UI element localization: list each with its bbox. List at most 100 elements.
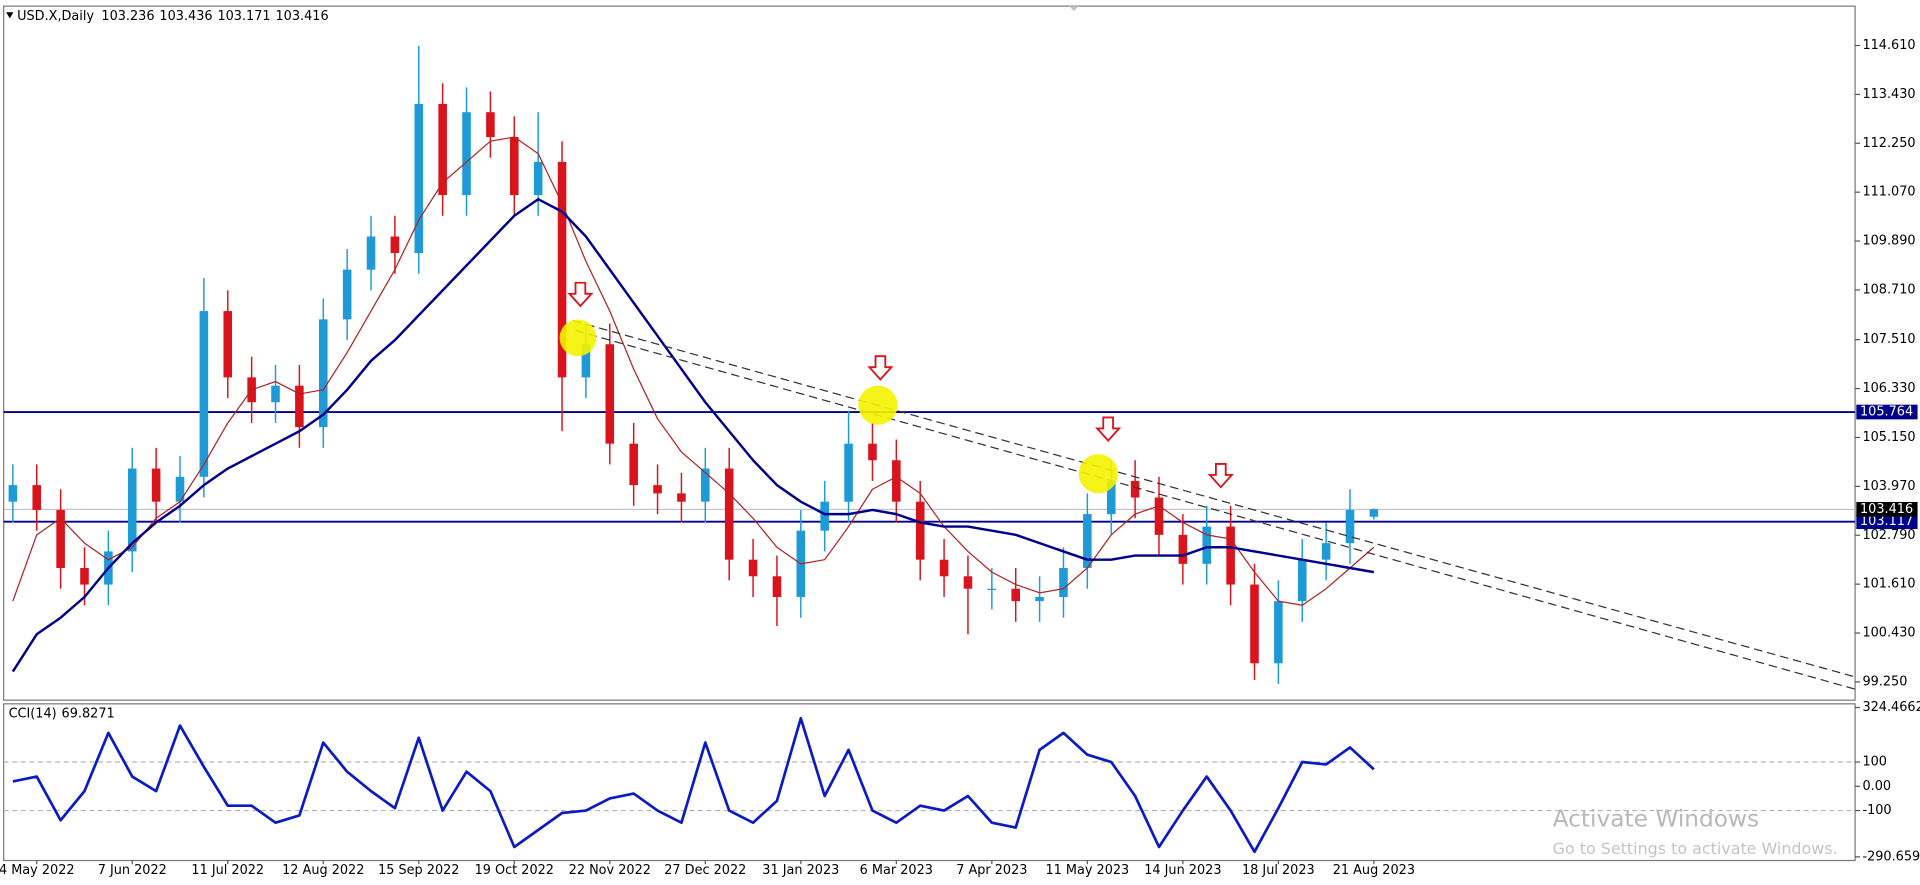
y-tick-label: 109.890 xyxy=(1862,234,1915,249)
candle-body xyxy=(892,460,901,502)
y-tick-label: -290.6597 xyxy=(1862,849,1920,864)
candle-body xyxy=(939,559,949,577)
x-tick-label: 18 Jul 2023 xyxy=(1242,863,1315,878)
x-tick-label: 31 Jan 2023 xyxy=(762,863,839,878)
candle-body xyxy=(533,161,543,196)
candle-body xyxy=(1274,601,1283,664)
candle-body xyxy=(820,501,829,531)
candle-body xyxy=(1178,534,1188,564)
watermark-title: Activate Windows xyxy=(1553,806,1760,833)
price-label: 103.416 xyxy=(1860,502,1913,517)
candle-body xyxy=(1106,480,1116,515)
candle-body xyxy=(677,493,686,502)
ohlc-high: 103.436 xyxy=(159,8,212,23)
cci-panel xyxy=(3,703,1856,862)
candle-body xyxy=(438,103,447,196)
y-tick-label: 103.970 xyxy=(1862,479,1915,494)
x-tick-label: 14 Jun 2023 xyxy=(1144,863,1221,878)
candle-body xyxy=(1226,526,1235,585)
highlight-circle xyxy=(858,385,898,425)
y-tick-label: 105.150 xyxy=(1862,430,1915,445)
candle-body xyxy=(724,468,734,560)
y-tick-label: 100 xyxy=(1862,755,1887,770)
candle-body xyxy=(701,468,710,502)
candle-body xyxy=(772,576,782,597)
ohlc-low: 103.171 xyxy=(217,8,270,23)
y-tick-label: 101.610 xyxy=(1862,577,1915,592)
y-tick-label: 100.430 xyxy=(1862,626,1915,641)
y-tick-label: 0.00 xyxy=(1862,779,1891,794)
line-series xyxy=(12,716,1375,854)
y-tick-label: 107.510 xyxy=(1862,332,1915,347)
y-tick-label: 106.330 xyxy=(1862,381,1915,396)
candle-body xyxy=(1321,543,1331,560)
candle-body xyxy=(629,443,638,486)
trend-line xyxy=(572,320,1856,678)
candle-body xyxy=(1035,596,1044,602)
highlight-circle xyxy=(559,319,597,357)
highlight-circle xyxy=(1078,454,1118,494)
y-tick-label: -100 xyxy=(1862,803,1891,818)
y-tick-label: 99.250 xyxy=(1862,674,1907,689)
x-tick-label: 15 Sep 2022 xyxy=(378,863,459,878)
candle-body xyxy=(1345,509,1355,544)
price-label-box xyxy=(1856,501,1918,517)
candle-body xyxy=(1059,567,1068,597)
watermark-subtitle: Go to Settings to activate Windows. xyxy=(1553,839,1838,858)
candle-body xyxy=(1011,588,1020,602)
x-tick-label: 12 Aug 2022 xyxy=(282,863,364,878)
y-tick-label: 111.070 xyxy=(1862,185,1915,200)
x-tick-label: 7 Apr 2023 xyxy=(956,863,1027,878)
line-series xyxy=(11,197,1375,673)
candle-body xyxy=(414,103,424,254)
level-label: 103.117 xyxy=(1860,514,1913,529)
candle-body xyxy=(32,485,42,510)
candle-body xyxy=(462,112,471,196)
annotations xyxy=(559,281,1856,690)
candle-body xyxy=(295,385,304,428)
level-label: 105.764 xyxy=(1860,405,1913,420)
x-tick-label: 4 May 2022 xyxy=(0,863,75,878)
candle-body xyxy=(963,576,973,589)
y-tick-label: 108.710 xyxy=(1862,282,1915,297)
candle-body xyxy=(342,269,352,320)
down-arrow xyxy=(867,355,894,381)
x-tick-label: 22 Nov 2022 xyxy=(569,863,651,878)
chart-header: USD.X,Daily 103.236 103.436 103.171 103.416 xyxy=(17,8,328,23)
candle-body xyxy=(127,468,137,552)
shift-marker xyxy=(1068,6,1079,12)
candle-body xyxy=(510,137,519,196)
candle-body xyxy=(1369,509,1379,517)
x-tick-label: 6 Mar 2023 xyxy=(860,863,933,878)
header-arrow xyxy=(6,12,14,19)
level-label-box xyxy=(1856,404,1918,420)
y-tick-label: 324.4662 xyxy=(1862,700,1920,715)
ohlc-open: 103.236 xyxy=(101,8,154,23)
x-tick-label: 27 Dec 2022 xyxy=(664,863,746,878)
candle-body xyxy=(1083,514,1092,568)
y-tick-label: 102.790 xyxy=(1862,528,1915,543)
candle-body xyxy=(1202,526,1212,564)
candle-body xyxy=(56,509,65,568)
candle-body xyxy=(199,311,209,477)
x-tick-label: 21 Aug 2023 xyxy=(1333,863,1415,878)
y-tick-label: 112.250 xyxy=(1862,136,1915,151)
candle-body xyxy=(1130,480,1140,498)
candle-body xyxy=(1154,497,1164,535)
x-tick-label: 19 Oct 2022 xyxy=(475,863,554,878)
candle-body xyxy=(1250,584,1259,664)
candle-body xyxy=(390,236,400,254)
main-panel xyxy=(3,5,1856,701)
down-arrow xyxy=(1207,463,1234,489)
candle-body xyxy=(318,319,328,428)
x-tick-label: 11 Jul 2022 xyxy=(191,863,264,878)
candle-body xyxy=(653,485,662,494)
candle-body xyxy=(581,344,591,378)
candle-body xyxy=(1297,559,1307,602)
candle-body xyxy=(987,588,997,590)
candle-body xyxy=(366,236,376,270)
level-label-box xyxy=(1856,514,1918,530)
